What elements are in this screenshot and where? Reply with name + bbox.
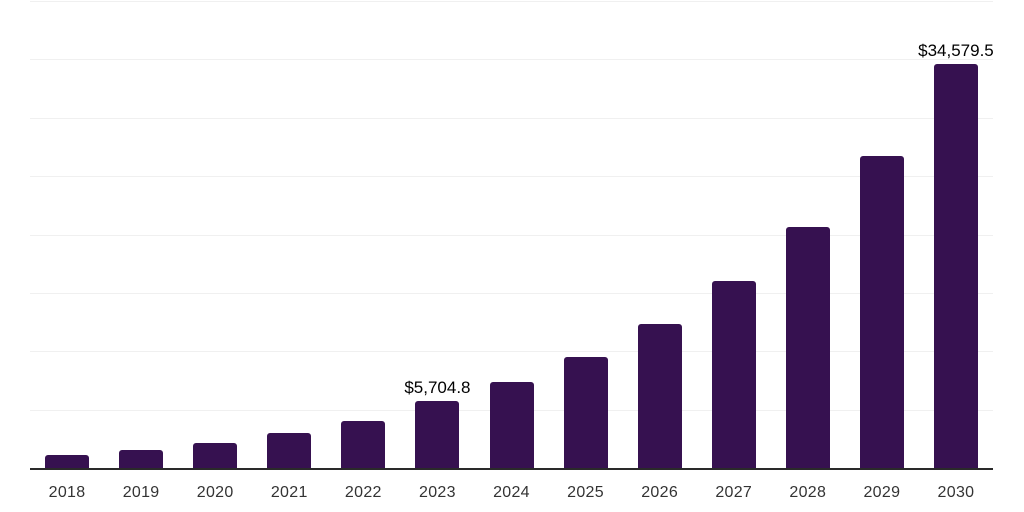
bar-2029 [859, 155, 904, 468]
x-tick-2025: 2025 [567, 484, 604, 501]
bar-2028 [785, 226, 830, 468]
bar-2026 [637, 323, 682, 468]
gridline [30, 117, 993, 119]
bar-2023 [415, 401, 460, 468]
bar-2021 [267, 432, 312, 468]
gridline [30, 176, 993, 178]
gridline [30, 1, 993, 2]
bar-2024 [489, 381, 534, 468]
x-tick-2019: 2019 [122, 484, 160, 501]
x-tick-2029: 2029 [863, 484, 901, 501]
gridline [30, 351, 993, 353]
data-label-2030: $34,579.5 [918, 41, 994, 61]
data-label-2023: $5,704.8 [404, 378, 471, 398]
gridline [30, 234, 993, 236]
x-tick-2027: 2027 [715, 484, 753, 501]
x-tick-2024: 2024 [493, 484, 530, 501]
x-tick-2018: 2018 [48, 484, 86, 501]
x-tick-2020: 2020 [196, 484, 234, 501]
x-tick-2030: 2030 [937, 484, 975, 501]
x-tick-2028: 2028 [789, 484, 827, 501]
x-tick-2026: 2026 [641, 484, 679, 501]
bar-2020 [193, 442, 238, 468]
x-axis-line [30, 468, 993, 470]
bar-2027 [711, 281, 756, 468]
bar-2018 [45, 455, 90, 468]
gridline [30, 292, 993, 294]
bar-2022 [341, 420, 386, 468]
bar-2025 [563, 356, 608, 468]
x-tick-2021: 2021 [270, 484, 308, 501]
gridline [30, 59, 993, 61]
x-tick-2023: 2023 [419, 484, 456, 501]
bar-2030 [933, 64, 978, 468]
x-tick-2022: 2022 [344, 484, 382, 501]
bar-2019 [119, 449, 164, 468]
